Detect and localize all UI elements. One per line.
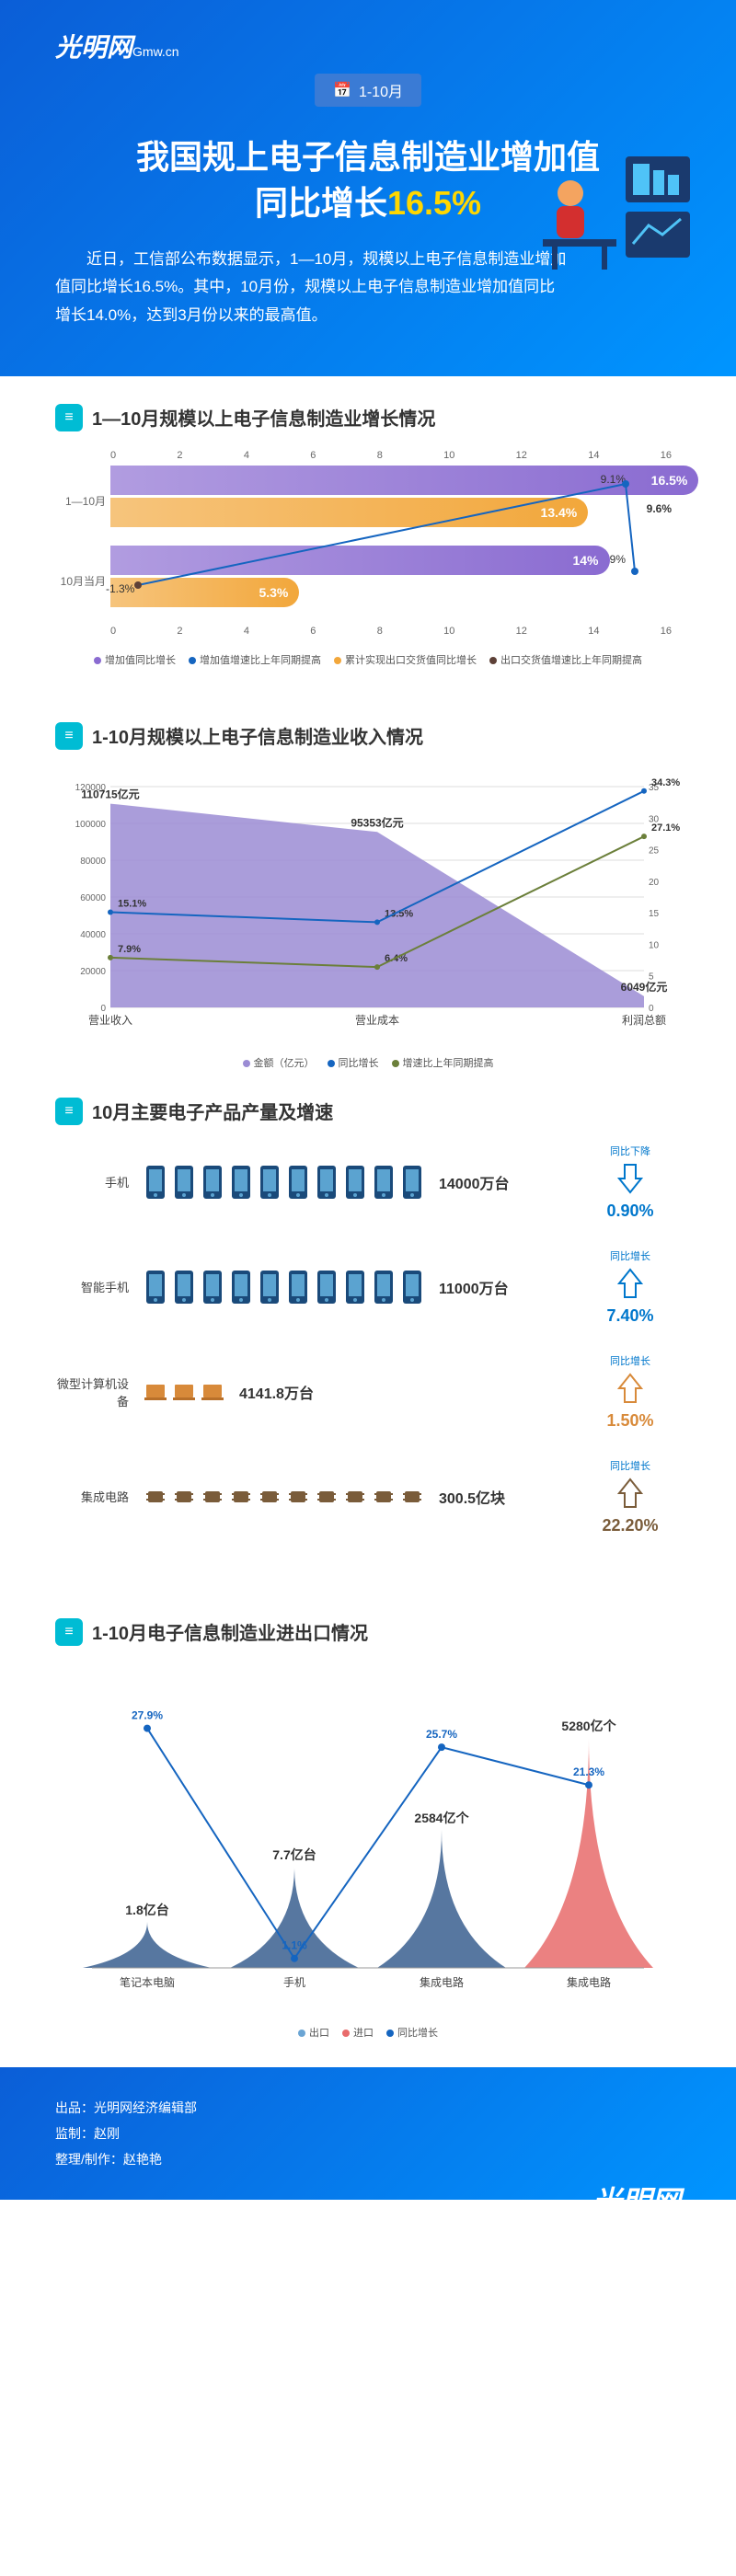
chart4-title: ≡ 1-10月电子信息制造业进出口情况 bbox=[55, 1618, 681, 1646]
svg-text:手机: 手机 bbox=[283, 1976, 305, 1989]
chart2-legend: 金额（亿元）同比增长增速比上年同期提高 bbox=[55, 1055, 681, 1070]
svg-text:27.1%: 27.1% bbox=[651, 822, 680, 834]
chart-icon: ≡ bbox=[55, 1098, 83, 1125]
svg-text:2584亿个: 2584亿个 bbox=[414, 1811, 469, 1825]
products-title: ≡ 10月主要电子产品产量及增速 bbox=[55, 1098, 681, 1125]
section-chart1: ≡ 1—10月规模以上电子信息制造业增长情况 0246810121416 1—1… bbox=[0, 376, 736, 695]
product-row: 集成电路300.5亿块同比增长22.20% bbox=[55, 1458, 681, 1535]
svg-text:80000: 80000 bbox=[80, 857, 106, 867]
svg-text:25: 25 bbox=[649, 845, 660, 856]
svg-text:7.9%: 7.9% bbox=[118, 943, 141, 954]
chart4-svg: 1.8亿台笔记本电脑7.7亿台手机2584亿个集成电路5280亿个集成电路27.… bbox=[74, 1664, 662, 2014]
svg-text:40000: 40000 bbox=[80, 930, 106, 940]
svg-text:笔记本电脑: 笔记本电脑 bbox=[120, 1975, 175, 1989]
svg-text:0: 0 bbox=[649, 1004, 654, 1014]
footer-supervisor: 监制：赵刚 bbox=[55, 2121, 681, 2146]
svg-text:20: 20 bbox=[649, 877, 660, 887]
footer-logo: 光明网Gmw.cn bbox=[592, 2172, 681, 2257]
calendar-icon: 📅 bbox=[333, 81, 351, 99]
svg-text:15.1%: 15.1% bbox=[118, 898, 146, 909]
footer-producer: 整理/制作：赵艳艳 bbox=[55, 2146, 681, 2172]
chart2-title: ≡ 1-10月规模以上电子信息制造业收入情况 bbox=[55, 722, 681, 750]
section-chart2: ≡ 1-10月规模以上电子信息制造业收入情况 0 20000 40000 60000 8… bbox=[0, 695, 736, 1098]
chart-icon: ≡ bbox=[55, 722, 83, 750]
chart-icon: ≡ bbox=[55, 404, 83, 431]
hero-illustration bbox=[534, 147, 699, 276]
svg-text:27.9%: 27.9% bbox=[132, 1708, 163, 1721]
chart1-legend: 增加值同比增长增加值增速比上年同期提高累计实现出口交货值同比增长出口交货值增速比… bbox=[55, 652, 681, 667]
hero: 光明网Gmw.cn 📅 1-10月 我国规上电子信息制造业增加值 同比增长16.… bbox=[0, 0, 736, 376]
svg-text:集成电路: 集成电路 bbox=[567, 1975, 611, 1989]
footer: 出品：光明网经济编辑部 监制：赵刚 整理/制作：赵艳艳 光明网Gmw.cn bbox=[0, 2067, 736, 2200]
chart1-title: ≡ 1—10月规模以上电子信息制造业增长情况 bbox=[55, 404, 681, 431]
intro-text: 近日，工信部公布数据显示，1—10月，规模以上电子信息制造业增加值同比增长16.… bbox=[55, 246, 570, 330]
product-row: 智能手机11000万台同比增长7.40% bbox=[55, 1248, 681, 1326]
chart1-xaxis-bottom: 0246810121416 bbox=[55, 626, 681, 641]
svg-text:21.3%: 21.3% bbox=[573, 1765, 604, 1778]
svg-text:95353亿元: 95353亿元 bbox=[351, 815, 403, 829]
svg-text:1.8亿台: 1.8亿台 bbox=[125, 1903, 168, 1917]
section-chart4: ≡ 1-10月电子信息制造业进出口情况 1.8亿台笔记本电脑 7.7亿台手机 258… bbox=[0, 1591, 736, 2067]
logo: 光明网Gmw.cn bbox=[55, 28, 681, 64]
chart4-legend: 出口进口同比增长 bbox=[55, 2025, 681, 2040]
product-row: 手机14000万台同比下降0.90% bbox=[55, 1144, 681, 1221]
svg-text:集成电路: 集成电路 bbox=[420, 1975, 464, 1989]
svg-text:营业成本: 营业成本 bbox=[355, 1014, 399, 1027]
svg-text:25.7%: 25.7% bbox=[426, 1728, 457, 1741]
month-text: 1-10月 bbox=[359, 79, 403, 101]
product-rows: 手机14000万台同比下降0.90% 智能手机11000万台同比增长7.40% 微型… bbox=[55, 1144, 681, 1535]
svg-text:13.5%: 13.5% bbox=[385, 908, 413, 919]
svg-text:0: 0 bbox=[100, 1004, 106, 1014]
footer-credit: 出品：光明网经济编辑部 bbox=[55, 2095, 681, 2121]
svg-text:利润总额: 利润总额 bbox=[622, 1014, 666, 1027]
product-row: 微型计算机设备4141.8万台同比增长1.50% bbox=[55, 1353, 681, 1431]
svg-text:110715亿元: 110715亿元 bbox=[81, 787, 139, 800]
svg-text:10: 10 bbox=[649, 940, 660, 950]
chart-icon: ≡ bbox=[55, 1618, 83, 1646]
svg-text:34.3%: 34.3% bbox=[651, 776, 680, 788]
svg-text:60000: 60000 bbox=[80, 893, 106, 903]
chart1-xaxis: 0246810121416 bbox=[55, 450, 681, 466]
chart1-bars: 1—10月16.5%13.4%9.1%9.6%10月当月14%5.3%9%-1.… bbox=[55, 466, 681, 607]
svg-text:100000: 100000 bbox=[75, 820, 107, 830]
svg-text:20000: 20000 bbox=[80, 967, 106, 977]
svg-text:5280亿个: 5280亿个 bbox=[561, 1719, 616, 1733]
svg-text:15: 15 bbox=[649, 909, 660, 919]
svg-text:6049亿元: 6049亿元 bbox=[621, 979, 668, 993]
section-products: ≡ 10月主要电子产品产量及增速 手机14000万台同比下降0.90% 智能手机1… bbox=[0, 1098, 736, 1591]
svg-text:营业收入: 营业收入 bbox=[88, 1014, 132, 1027]
month-badge: 📅 1-10月 bbox=[315, 74, 421, 107]
svg-text:7.7亿台: 7.7亿台 bbox=[272, 1847, 316, 1862]
chart2-svg: 0200004000060000800001000001200000510152… bbox=[55, 768, 681, 1044]
